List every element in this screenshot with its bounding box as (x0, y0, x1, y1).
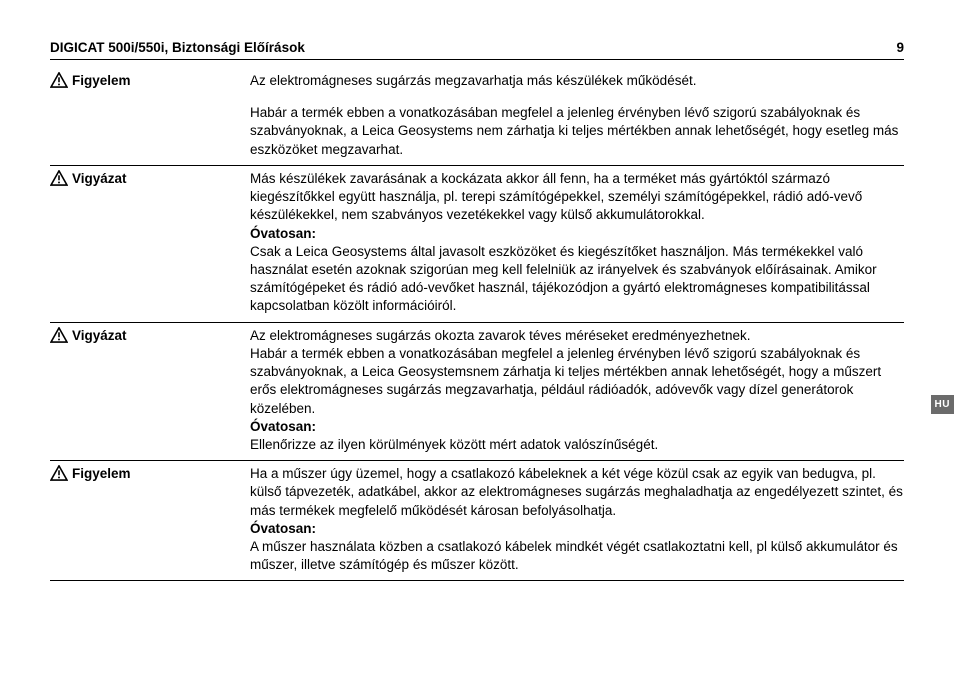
warning-triangle-icon (50, 327, 68, 343)
paragraph: Más készülékek zavarásának a kockázata a… (250, 170, 904, 225)
paragraph: Az elektromágneses sugárzás megzavarhatj… (250, 72, 904, 90)
page-header: DIGICAT 500i/550i, Biztonsági Előírások … (50, 40, 904, 60)
warning-section: Figyelem Ha a műszer úgy üzemel, hogy a … (50, 461, 904, 581)
caution-heading: Óvatosan: (250, 225, 904, 243)
body-column: Más készülékek zavarásának a kockázata a… (250, 170, 904, 316)
caution-text: A műszer használata közben a csatlakozó … (250, 538, 904, 574)
paragraph: Habár a termék ebben a vonatkozásában me… (250, 345, 904, 418)
label-column: Figyelem (50, 72, 250, 159)
page-number: 9 (896, 40, 904, 55)
paragraph: Ha a műszer úgy üzemel, hogy a csatlakoz… (250, 465, 904, 520)
document-title: DIGICAT 500i/550i, Biztonsági Előírások (50, 40, 305, 55)
label-column: Vigyázat (50, 170, 250, 316)
caution-text: Csak a Leica Geosystems által javasolt e… (250, 243, 904, 316)
label-column: Vigyázat (50, 327, 250, 455)
warning-triangle-icon (50, 465, 68, 481)
warning-section: Vigyázat Az elektromágneses sugárzás oko… (50, 323, 904, 462)
page-content: DIGICAT 500i/550i, Biztonsági Előírások … (0, 0, 954, 611)
caution-heading: Óvatosan: (250, 520, 904, 538)
caution-heading: Óvatosan: (250, 418, 904, 436)
warning-triangle-icon (50, 72, 68, 88)
caution-text: Ellenőrizze az ilyen körülmények között … (250, 436, 904, 454)
warning-label: Figyelem (72, 72, 131, 90)
paragraph: Habár a termék ebben a vonatkozásában me… (250, 104, 904, 159)
warning-label: Vigyázat (72, 170, 127, 188)
body-column: Ha a műszer úgy üzemel, hogy a csatlakoz… (250, 465, 904, 574)
warning-label: Vigyázat (72, 327, 127, 345)
body-column: Az elektromágneses sugárzás megzavarhatj… (250, 72, 904, 159)
warning-section: Figyelem Az elektromágneses sugárzás meg… (50, 68, 904, 166)
label-column: Figyelem (50, 465, 250, 574)
body-column: Az elektromágneses sugárzás okozta zavar… (250, 327, 904, 455)
paragraph: Az elektromágneses sugárzás okozta zavar… (250, 327, 904, 345)
warning-label: Figyelem (72, 465, 131, 483)
warning-section: Vigyázat Más készülékek zavarásának a ko… (50, 166, 904, 323)
warning-triangle-icon (50, 170, 68, 186)
language-tab: HU (931, 395, 954, 414)
